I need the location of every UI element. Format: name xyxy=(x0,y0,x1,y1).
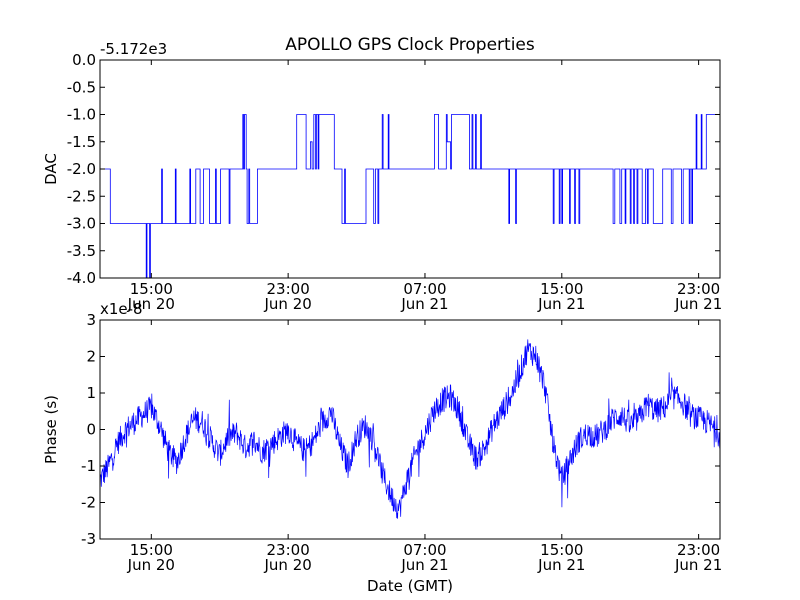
x-tick-label-date: Jun 21 xyxy=(674,295,722,313)
chart-title: APOLLO GPS Clock Properties xyxy=(285,35,535,55)
x-tick-label-time: 23:00 xyxy=(677,280,720,298)
y-tick-label: -2 xyxy=(81,494,96,512)
y-tick-label: 0 xyxy=(86,421,96,439)
y-tick-label: 2 xyxy=(86,348,96,366)
x-axis-label: Date (GMT) xyxy=(367,577,453,595)
y-tick-label: -2.5 xyxy=(67,187,96,205)
x-tick-label-time: 07:00 xyxy=(403,541,446,559)
y-tick-label: 3 xyxy=(86,311,96,329)
dac-series-line xyxy=(100,114,720,278)
y-tick-label: -1.0 xyxy=(67,106,96,124)
y-tick-label: -1 xyxy=(81,457,96,475)
phase-series-line xyxy=(100,339,720,519)
x-tick-label-time: 15:00 xyxy=(540,541,583,559)
y-tick-label: 1 xyxy=(86,384,96,402)
dac-panel: 0.0 -0.5 -1.0 -1.5 -2.0 -2.5 -3.0 -3.5 -4.0 15:00… xyxy=(42,40,722,313)
x-tick-label-date: Jun 20 xyxy=(127,556,175,574)
x-tick-label-date: Jun 20 xyxy=(263,556,311,574)
x-tick-label-time: 23:00 xyxy=(267,280,310,298)
y-axis-label: DAC xyxy=(42,153,60,185)
x-tick-label-date: Jun 21 xyxy=(400,556,448,574)
x-tick-label-date: Jun 20 xyxy=(127,295,175,313)
x-tick-label-date: Jun 21 xyxy=(400,295,448,313)
plot-frame xyxy=(99,319,721,540)
y-tick-label: -2.0 xyxy=(67,160,96,178)
x-tick-label-date: Jun 20 xyxy=(263,295,311,313)
x-tick-label-date: Jun 21 xyxy=(537,556,585,574)
y-tick-label: -3.5 xyxy=(67,242,96,260)
y-tick-label: -1.5 xyxy=(67,133,96,151)
x-tick-label-date: Jun 21 xyxy=(674,556,722,574)
x-tick-label-time: 23:00 xyxy=(267,541,310,559)
y-tick-label: -3 xyxy=(81,530,96,548)
y-offset-label: x1e-8 xyxy=(100,300,143,318)
y-tick-label: -3.0 xyxy=(67,215,96,233)
x-tick-label-time: 15:00 xyxy=(130,541,173,559)
y-offset-label: -5.172e3 xyxy=(100,40,167,58)
x-tick-label-time: 23:00 xyxy=(677,541,720,559)
x-tick-label-time: 07:00 xyxy=(403,280,446,298)
y-axis-label: Phase (s) xyxy=(42,395,60,464)
x-tick-label-time: 15:00 xyxy=(130,280,173,298)
y-tick-label: -0.5 xyxy=(67,78,96,96)
y-tick-label: -4.0 xyxy=(67,269,96,287)
x-tick-label-time: 15:00 xyxy=(540,280,583,298)
y-tick-label: 0.0 xyxy=(72,51,96,69)
x-tick-label-date: Jun 21 xyxy=(537,295,585,313)
